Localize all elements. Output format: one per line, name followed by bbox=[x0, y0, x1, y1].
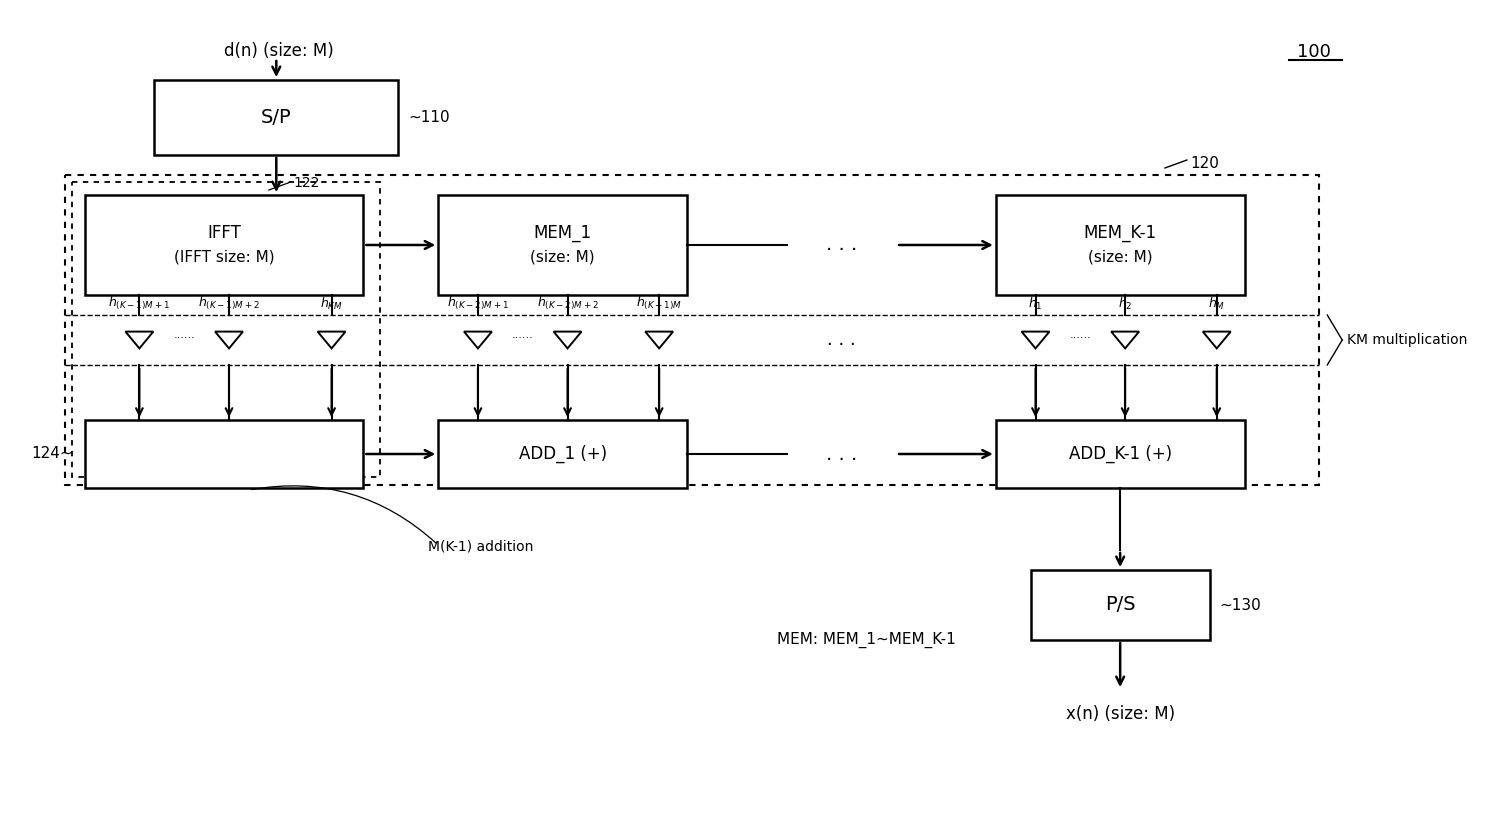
Text: 122: 122 bbox=[294, 176, 320, 190]
Bar bbox=[438, 195, 687, 295]
Bar bbox=[64, 175, 1320, 485]
Text: $h_M$: $h_M$ bbox=[1208, 296, 1225, 312]
Text: (size: M): (size: M) bbox=[531, 250, 596, 264]
Text: (IFFT size: M): (IFFT size: M) bbox=[174, 250, 274, 264]
Polygon shape bbox=[1112, 331, 1138, 348]
Polygon shape bbox=[126, 331, 153, 348]
Text: x(n) (size: M): x(n) (size: M) bbox=[1065, 705, 1174, 723]
Bar bbox=[996, 195, 1245, 295]
Polygon shape bbox=[214, 331, 243, 348]
Text: $h_1$: $h_1$ bbox=[1028, 296, 1042, 312]
Text: MEM_K-1: MEM_K-1 bbox=[1083, 224, 1156, 242]
Text: d(n) (size: M): d(n) (size: M) bbox=[224, 42, 333, 60]
Text: 100: 100 bbox=[1298, 43, 1332, 61]
Polygon shape bbox=[464, 331, 492, 348]
Text: 124~: 124~ bbox=[32, 446, 72, 462]
Text: . . .: . . . bbox=[827, 331, 855, 349]
Bar bbox=[154, 80, 399, 155]
Text: P/S: P/S bbox=[1106, 596, 1136, 614]
Text: $h_{(K−1)M}$: $h_{(K−1)M}$ bbox=[636, 295, 682, 312]
Text: MEM_1: MEM_1 bbox=[534, 224, 591, 242]
Text: M(K-1) addition: M(K-1) addition bbox=[427, 540, 534, 554]
Text: ......: ...... bbox=[512, 330, 534, 340]
Text: $h_2$: $h_2$ bbox=[1118, 296, 1132, 312]
Polygon shape bbox=[645, 331, 674, 348]
Bar bbox=[84, 195, 363, 295]
Text: ......: ...... bbox=[174, 330, 195, 340]
Text: ~110: ~110 bbox=[408, 110, 450, 125]
Text: $h_{(K−1)M+2}$: $h_{(K−1)M+2}$ bbox=[198, 295, 260, 312]
Text: $h_{(K−1)M+1}$: $h_{(K−1)M+1}$ bbox=[108, 295, 171, 312]
Text: 120: 120 bbox=[1190, 156, 1218, 171]
Bar bbox=[996, 420, 1245, 488]
Text: KM multiplication: KM multiplication bbox=[1347, 333, 1467, 347]
Bar bbox=[438, 420, 687, 488]
Polygon shape bbox=[554, 331, 582, 348]
Text: IFFT: IFFT bbox=[207, 224, 242, 242]
Polygon shape bbox=[1022, 331, 1050, 348]
Bar bbox=[84, 420, 363, 488]
Bar bbox=[1030, 570, 1210, 640]
Bar bbox=[72, 182, 381, 477]
Text: ADD_K-1 (+): ADD_K-1 (+) bbox=[1068, 445, 1172, 463]
Text: . . .: . . . bbox=[825, 445, 856, 463]
Polygon shape bbox=[318, 331, 345, 348]
Text: $h_{(K−2)M+1}$: $h_{(K−2)M+1}$ bbox=[447, 295, 509, 312]
Text: ......: ...... bbox=[1070, 330, 1090, 340]
Text: ADD_1 (+): ADD_1 (+) bbox=[519, 445, 606, 463]
Text: MEM: MEM_1~MEM_K-1: MEM: MEM_1~MEM_K-1 bbox=[777, 632, 956, 648]
Text: S/P: S/P bbox=[261, 108, 291, 127]
Text: (size: M): (size: M) bbox=[1088, 250, 1152, 264]
Text: $h_{(K−2)M+2}$: $h_{(K−2)M+2}$ bbox=[537, 295, 598, 312]
Text: $h_{KM}$: $h_{KM}$ bbox=[320, 296, 344, 312]
Polygon shape bbox=[1203, 331, 1230, 348]
Text: . . .: . . . bbox=[825, 236, 856, 255]
Text: ~130: ~130 bbox=[1220, 597, 1262, 613]
